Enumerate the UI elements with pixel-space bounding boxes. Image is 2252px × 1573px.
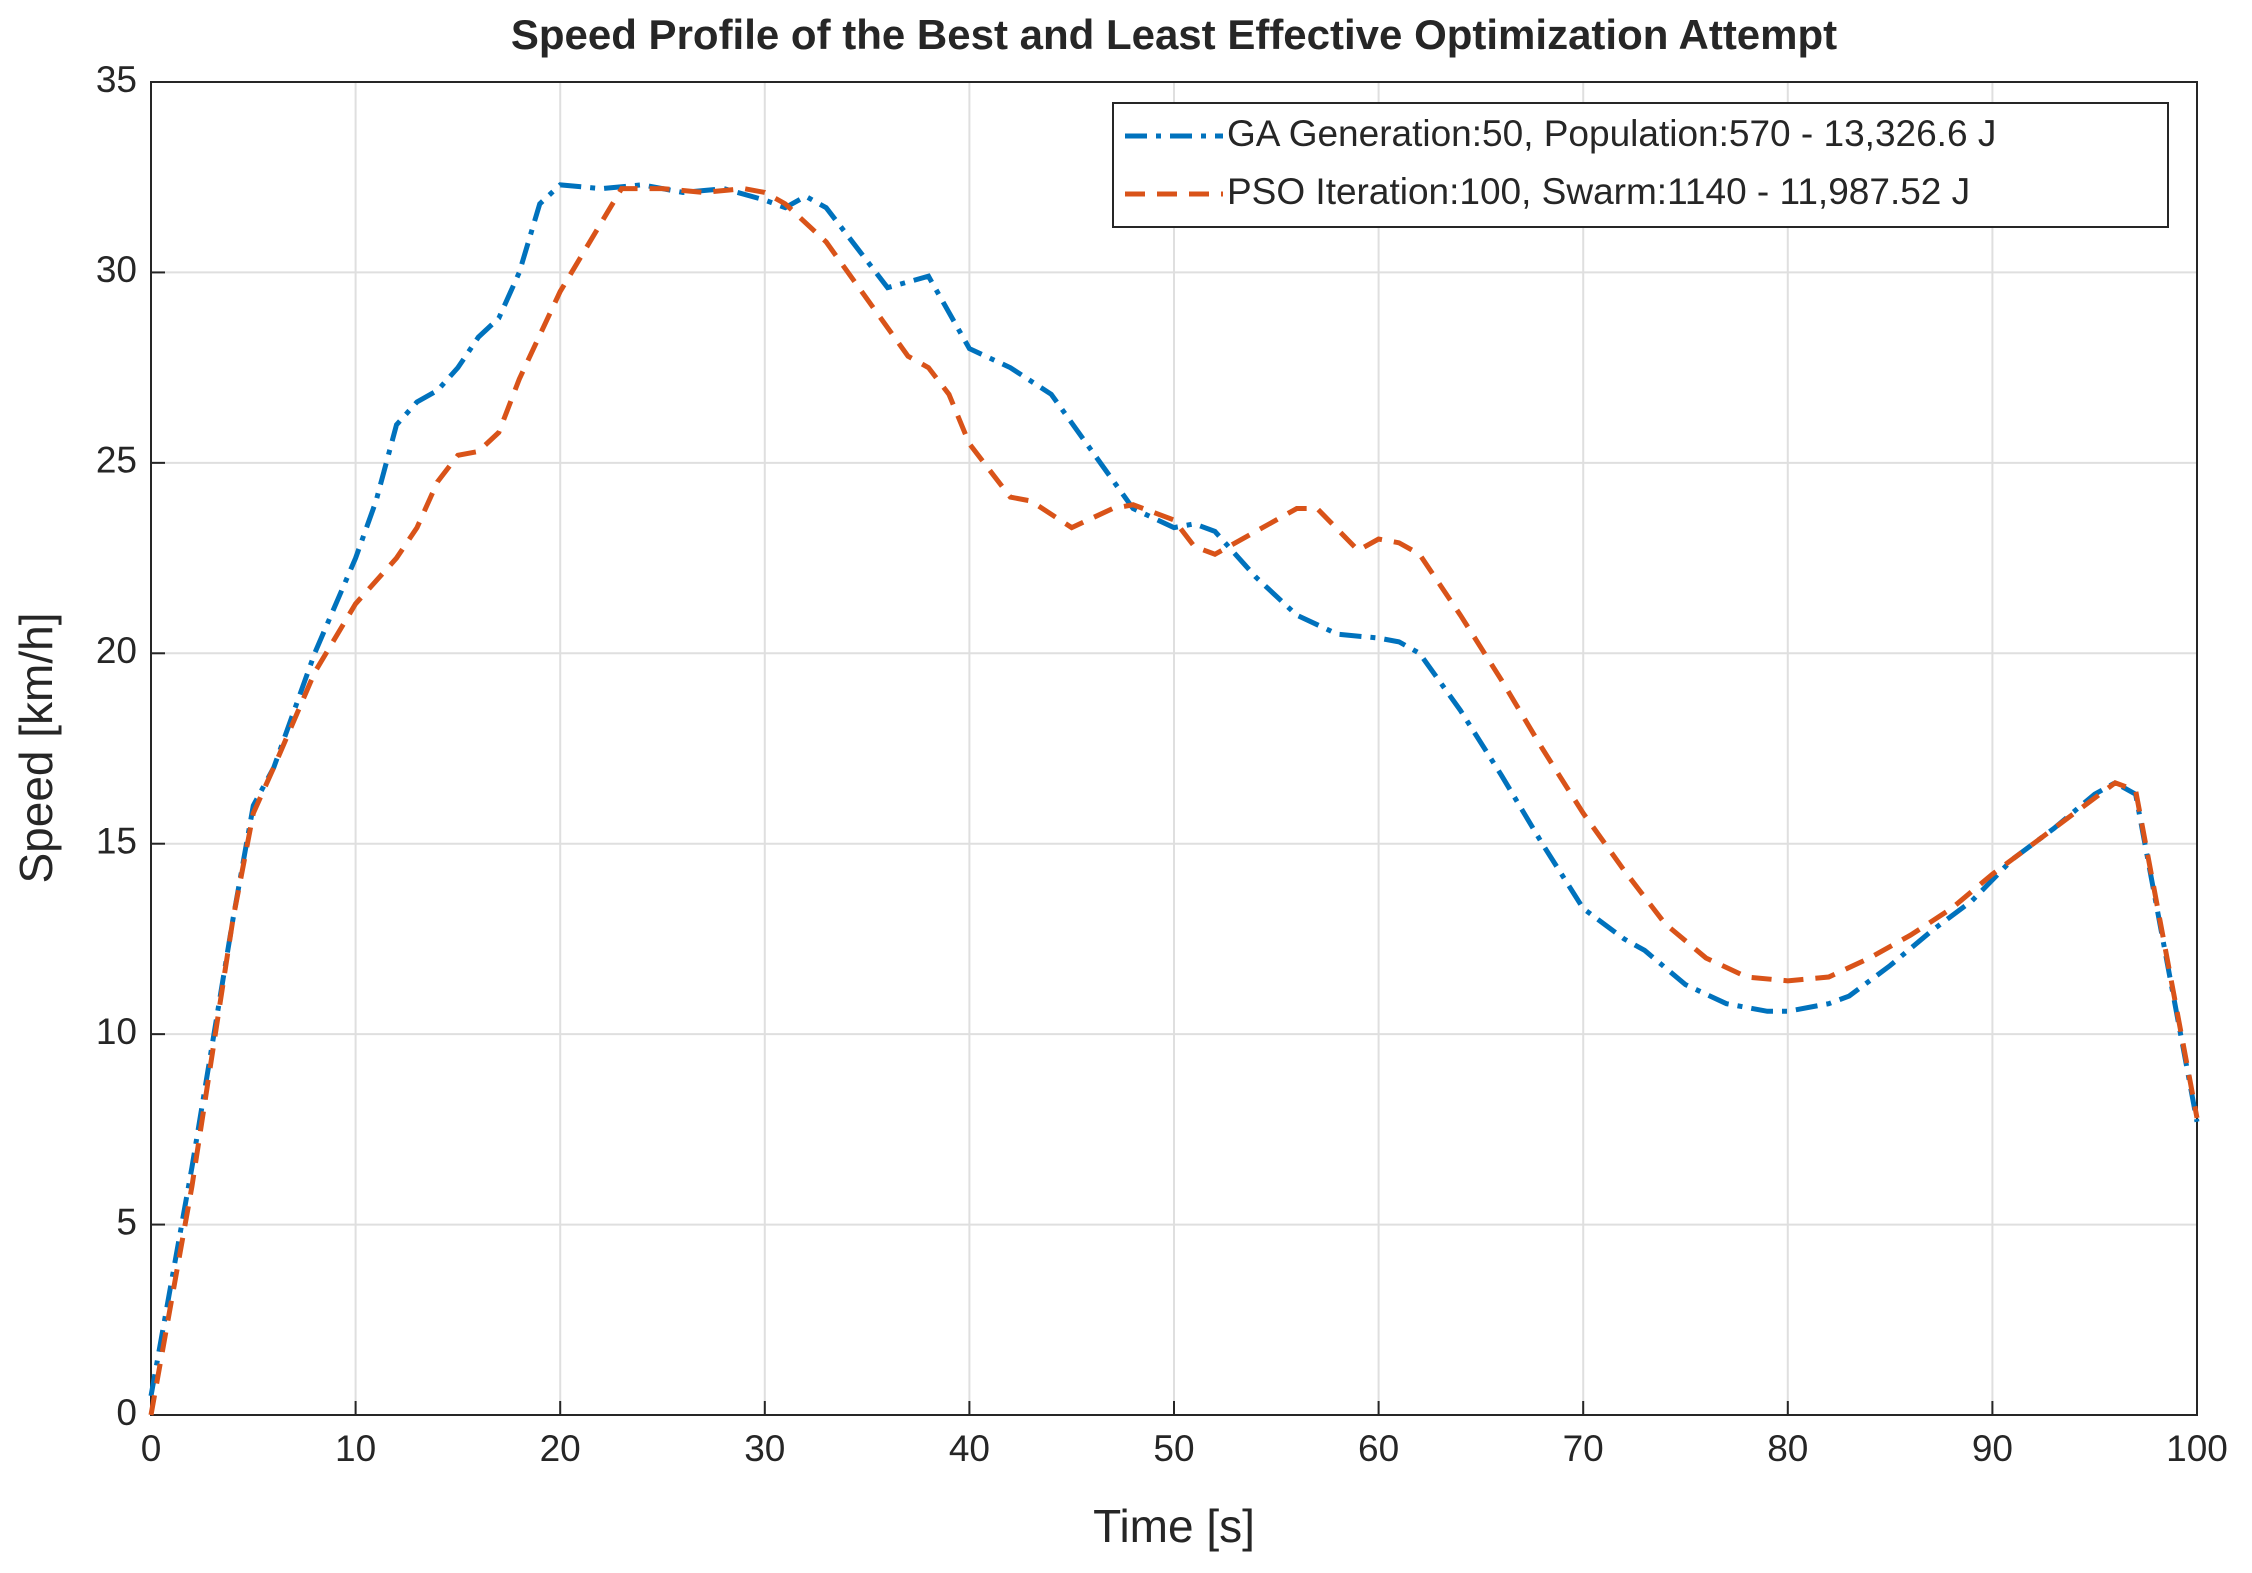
series-line bbox=[148, 182, 2200, 1397]
chart-title: Speed Profile of the Best and Least Effe… bbox=[511, 11, 1837, 58]
x-tick-label: 0 bbox=[141, 1428, 162, 1469]
legend-box bbox=[1112, 102, 2169, 228]
x-tick-label: 70 bbox=[1563, 1428, 1604, 1469]
legend: GA Generation:50, Population:570 - 13,32… bbox=[1112, 102, 2169, 228]
y-axis-label: Speed [km/h] bbox=[10, 612, 62, 883]
x-tick-label: 80 bbox=[1767, 1428, 1808, 1469]
y-tick-label: 35 bbox=[96, 59, 137, 100]
x-tick-label: 10 bbox=[335, 1428, 376, 1469]
x-tick-label: 60 bbox=[1358, 1428, 1399, 1469]
x-axis-label: Time [s] bbox=[1093, 1500, 1255, 1552]
x-tick-label: 50 bbox=[1153, 1428, 1194, 1469]
x-tick-label: 20 bbox=[540, 1428, 581, 1469]
y-tick-label: 10 bbox=[96, 1011, 137, 1052]
legend-label: GA Generation:50, Population:570 - 13,32… bbox=[1227, 113, 1996, 154]
y-tick-label: 30 bbox=[96, 249, 137, 290]
y-tick-label: 5 bbox=[116, 1201, 137, 1242]
y-tick-label: 0 bbox=[116, 1392, 137, 1433]
x-tick-label: 30 bbox=[744, 1428, 785, 1469]
y-tick-label: 25 bbox=[96, 440, 137, 481]
axes-box bbox=[150, 81, 2198, 1416]
y-tick-label: 20 bbox=[96, 630, 137, 671]
x-tick-label: 90 bbox=[1972, 1428, 2013, 1469]
x-tick-label: 40 bbox=[949, 1428, 990, 1469]
series-line bbox=[148, 186, 2200, 1416]
x-tick-label: 100 bbox=[2166, 1428, 2228, 1469]
y-tick-label: 15 bbox=[96, 820, 137, 861]
legend-label: PSO Iteration:100, Swarm:1140 - 11,987.5… bbox=[1227, 171, 1970, 212]
